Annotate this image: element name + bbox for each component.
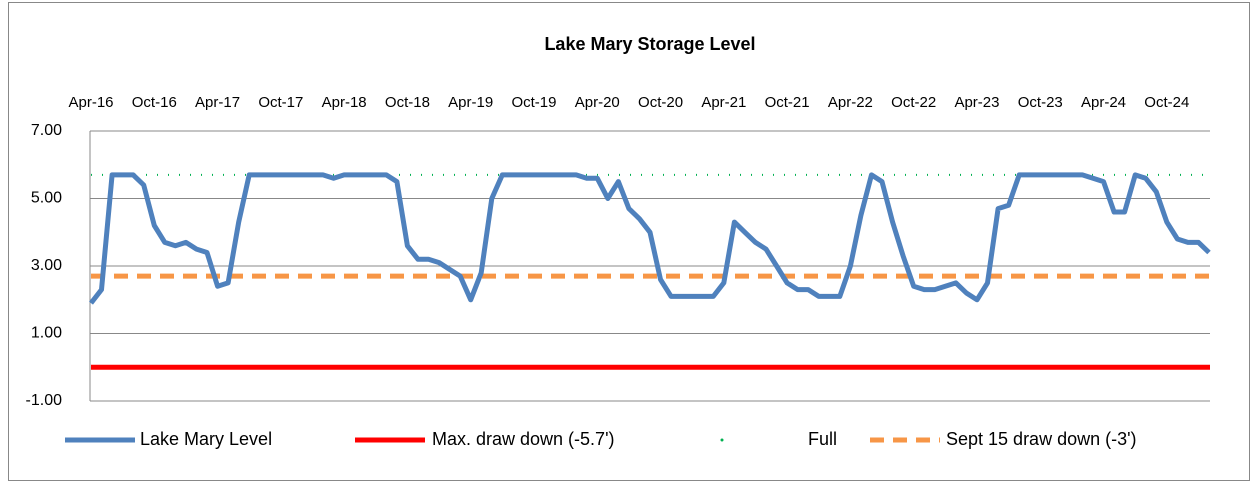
legend-label: Sept 15 draw down (-3')	[946, 429, 1137, 449]
chart-border	[8, 2, 1250, 481]
y-tick-label: 1.00	[31, 325, 62, 342]
x-tick-label: Apr-22	[828, 94, 873, 111]
x-tick-label: Oct-21	[765, 94, 810, 111]
x-tick-label: Apr-24	[1081, 94, 1126, 111]
x-tick-label: Oct-16	[132, 94, 177, 111]
x-tick-label: Oct-20	[638, 94, 683, 111]
y-tick-label: 7.00	[31, 122, 62, 139]
x-tick-label: Apr-16	[68, 94, 113, 111]
chart-title: Lake Mary Storage Level	[544, 34, 755, 54]
x-tick-label: Apr-21	[701, 94, 746, 111]
y-tick-label: -1.00	[26, 392, 63, 409]
y-tick-label: 3.00	[31, 257, 62, 274]
data-line	[89, 172, 1211, 305]
x-tick-label: Oct-24	[1144, 94, 1189, 111]
legend-swatch	[720, 438, 724, 442]
x-tick-label: Apr-20	[575, 94, 620, 111]
x-tick-label: Apr-23	[954, 94, 999, 111]
x-tick-label: Oct-17	[258, 94, 303, 111]
legend-label: Lake Mary Level	[140, 429, 272, 449]
x-tick-label: Oct-18	[385, 94, 430, 111]
x-tick-label: Apr-17	[195, 94, 240, 111]
x-tick-label: Apr-19	[448, 94, 493, 111]
x-tick-label: Apr-18	[322, 94, 367, 111]
x-tick-label: Oct-23	[1018, 94, 1063, 111]
legend-label: Full	[808, 429, 837, 449]
legend-label: Max. draw down (-5.7')	[432, 429, 615, 449]
y-tick-label: 5.00	[31, 190, 62, 207]
x-tick-label: Oct-19	[511, 94, 556, 111]
x-tick-label: Oct-22	[891, 94, 936, 111]
